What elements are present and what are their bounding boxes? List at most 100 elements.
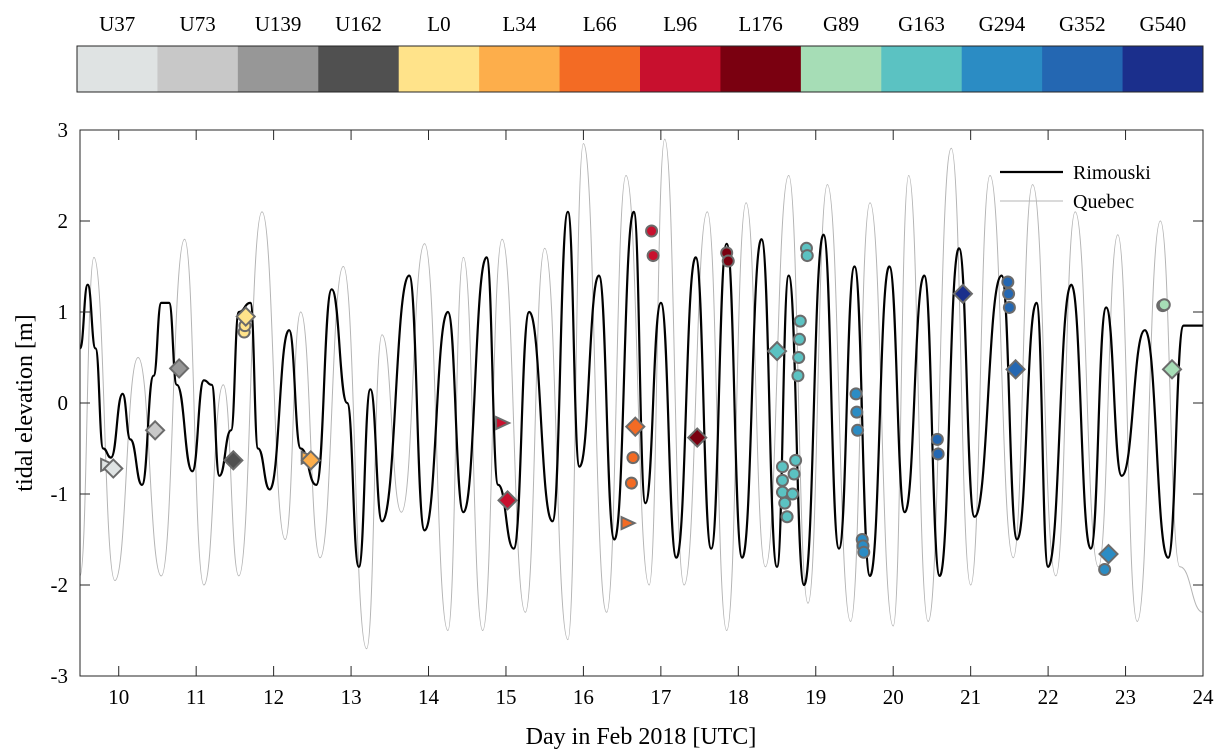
sample-circle-marker (850, 405, 864, 419)
sample-circle-marker (778, 496, 792, 510)
colorbar-label: L0 (427, 12, 450, 36)
colorbar-label: G294 (979, 12, 1026, 36)
sample-circle-marker (792, 332, 806, 346)
sample-circle-marker (789, 453, 803, 467)
sample-circle-marker (792, 351, 806, 364)
y-tick-label: 0 (58, 391, 69, 415)
x-axis-label: Day in Feb 2018 [UTC] (526, 724, 757, 750)
sample-diamond-marker (144, 419, 166, 441)
legend-label: Rimouski (1073, 162, 1151, 184)
sample-circle-marker (624, 476, 638, 490)
sample-circle-marker (775, 460, 789, 474)
x-tick-label: 12 (263, 685, 284, 709)
x-tick-label: 21 (960, 685, 981, 709)
colorbar-label: L66 (583, 12, 617, 36)
sample-diamond-marker (300, 449, 322, 471)
sample-diamond-marker (235, 306, 257, 327)
colorbar-swatch (800, 46, 882, 92)
sample-circle-marker (857, 545, 871, 559)
sample-triangle-marker (495, 415, 512, 431)
sample-circle-marker (645, 224, 659, 238)
sample-diamond-marker (1161, 358, 1183, 380)
y-tick-label: 2 (58, 209, 69, 233)
colorbar-label: G540 (1139, 12, 1186, 36)
colorbar-swatch (157, 46, 239, 92)
sample-circle-marker (1002, 287, 1016, 301)
y-tick-label: -2 (51, 573, 69, 597)
sample-circle-marker (1001, 275, 1015, 289)
colorbar-label: L34 (502, 12, 536, 36)
colorbar-swatch (961, 46, 1043, 92)
colorbar-label: U73 (180, 12, 216, 36)
sample-diamond-marker (102, 458, 124, 479)
y-tick-label: -3 (51, 664, 69, 688)
sample-circle-marker (851, 423, 865, 437)
x-tick-label: 24 (1193, 685, 1215, 709)
x-tick-label: 19 (805, 685, 826, 709)
sample-circle-marker (1157, 298, 1171, 312)
sample-diamond-marker (1005, 358, 1026, 380)
sample-circle-marker (791, 369, 805, 383)
colorbar-swatch (1122, 46, 1204, 92)
colorbar-label: L96 (663, 12, 697, 36)
series-line-quebec (80, 138, 1203, 650)
colorbar-label: U37 (99, 12, 135, 36)
sample-circle-marker (646, 249, 660, 263)
sample-circle-marker (780, 510, 794, 524)
sample-circle-marker (930, 432, 944, 446)
x-tick-label: 23 (1115, 685, 1136, 709)
colorbar-swatch (720, 46, 802, 92)
x-tick-label: 13 (341, 685, 362, 709)
x-tick-label: 11 (186, 685, 206, 709)
colorbar-swatch (479, 46, 561, 92)
sample-circle-marker (849, 387, 863, 401)
sample-circle-marker (786, 487, 800, 501)
y-tick-label: 3 (58, 118, 69, 142)
sample-diamond-marker (222, 449, 244, 471)
colorbar-swatch (881, 46, 963, 92)
sample-diamond-marker (686, 427, 708, 448)
x-tick-label: 18 (728, 685, 749, 709)
sample-diamond-marker (624, 416, 646, 438)
x-tick-label: 16 (573, 685, 594, 709)
colorbar-label: U139 (255, 12, 302, 36)
sample-circle-marker (793, 314, 807, 328)
x-tick-label: 22 (1038, 685, 1059, 709)
colorbar: U37 U73 U139 U162 L0 L34 L66 L96 L176 G89 G163 G294… (76, 12, 1204, 93)
sample-diamond-marker (766, 340, 788, 362)
colorbar-label: L176 (738, 12, 782, 36)
legend-label: Quebec (1073, 191, 1134, 213)
sample-diamond-marker (1098, 543, 1119, 565)
y-tick-label: -1 (51, 482, 69, 506)
legend: Rimouski Quebec (1000, 162, 1151, 213)
sample-circle-marker (787, 467, 801, 481)
sample-triangle-marker (620, 515, 637, 531)
x-tick-label: 17 (650, 685, 671, 709)
sample-circle-marker (800, 249, 814, 263)
sample-diamond-marker (497, 489, 518, 511)
colorbar-swatch (398, 46, 480, 92)
x-tick-label: 20 (883, 685, 904, 709)
y-tick-label: 1 (58, 300, 69, 324)
sample-circle-marker (775, 473, 789, 487)
x-tick-label: 15 (495, 685, 516, 709)
sample-circle-marker (1002, 300, 1016, 314)
sample-circle-marker (1098, 563, 1112, 577)
sample-diamond-marker (168, 358, 190, 379)
colorbar-swatch (559, 46, 641, 92)
plot-area: 10 11 12 13 14 15 16 17 18 19 20 21 22 23 24-3-2-10123… (51, 118, 1215, 709)
series-line-rimouski (80, 210, 1203, 587)
x-tick-label: 10 (108, 685, 129, 709)
colorbar-label: U162 (335, 12, 382, 36)
colorbar-swatch (640, 46, 721, 92)
colorbar-label: G89 (823, 12, 859, 36)
colorbar-swatch (1042, 46, 1124, 92)
colorbar-label: G163 (898, 12, 945, 36)
sample-circle-marker (626, 451, 640, 465)
colorbar-swatch (77, 46, 158, 92)
colorbar-swatch (318, 46, 400, 92)
sample-circle-marker (931, 447, 945, 461)
x-tick-label: 14 (418, 685, 440, 709)
colorbar-label: G352 (1059, 12, 1106, 36)
